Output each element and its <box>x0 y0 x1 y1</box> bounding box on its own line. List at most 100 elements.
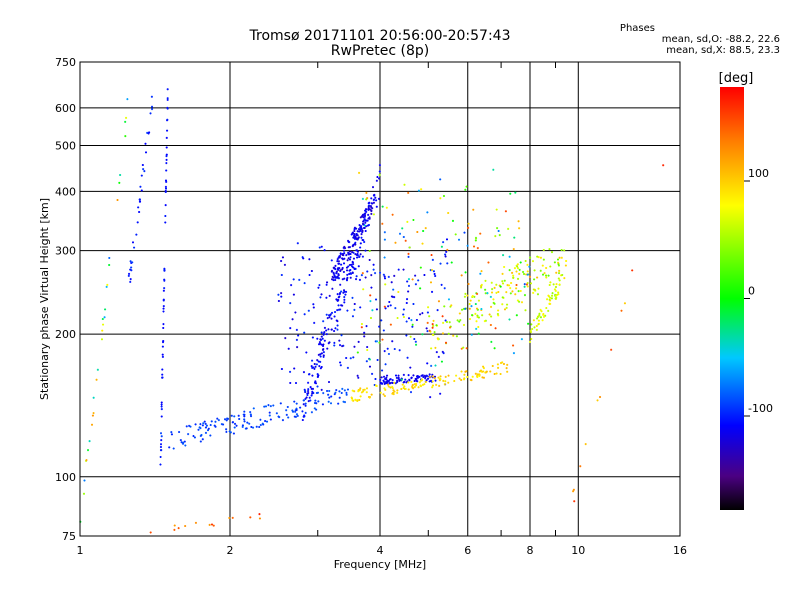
data-point <box>210 420 213 423</box>
data-point <box>353 233 356 236</box>
data-point <box>365 191 368 194</box>
data-point <box>378 325 381 328</box>
data-point <box>378 170 381 173</box>
data-point <box>304 389 307 392</box>
data-point <box>367 202 370 205</box>
data-point <box>410 391 413 394</box>
data-point <box>439 262 442 265</box>
data-point <box>383 394 386 397</box>
data-point <box>317 353 320 356</box>
data-point <box>516 299 519 302</box>
data-point <box>322 354 325 357</box>
data-point <box>383 350 386 353</box>
data-point <box>412 374 415 377</box>
data-point <box>439 378 442 381</box>
data-point <box>279 402 282 405</box>
data-point <box>472 208 475 211</box>
data-point <box>162 310 165 313</box>
data-point <box>474 372 477 375</box>
data-point <box>119 174 122 177</box>
data-point <box>369 208 372 211</box>
data-point <box>357 376 360 379</box>
data-point <box>453 380 456 383</box>
data-point <box>160 408 163 411</box>
data-point <box>361 222 364 225</box>
data-point <box>479 369 482 372</box>
data-point <box>529 256 532 259</box>
data-point <box>237 414 240 417</box>
data-point <box>549 281 552 284</box>
data-point <box>540 310 543 313</box>
data-point <box>565 260 568 263</box>
data-point <box>465 347 468 350</box>
data-point <box>188 424 191 427</box>
data-point <box>322 320 325 323</box>
data-point <box>346 366 349 369</box>
colorbar-tick-label: 0 <box>748 285 755 298</box>
data-point <box>539 269 542 272</box>
data-point <box>220 423 223 426</box>
data-point <box>364 209 367 212</box>
data-point <box>362 288 365 291</box>
data-point <box>229 431 232 434</box>
data-point <box>289 381 292 384</box>
data-point <box>431 333 434 336</box>
data-point <box>441 332 444 335</box>
data-point <box>289 302 292 305</box>
data-point <box>460 274 463 277</box>
data-point <box>431 269 434 272</box>
data-point <box>404 239 407 242</box>
data-point <box>304 397 307 400</box>
data-point <box>473 295 476 298</box>
data-point <box>496 312 499 315</box>
data-point <box>301 410 304 413</box>
data-point <box>87 449 90 452</box>
data-point <box>407 374 410 377</box>
data-point <box>352 232 355 235</box>
data-point <box>446 262 449 265</box>
data-point <box>166 129 169 132</box>
data-point <box>463 373 466 376</box>
data-point <box>161 373 164 376</box>
data-point <box>370 212 373 215</box>
data-point <box>326 281 329 284</box>
data-point <box>330 402 333 405</box>
data-point <box>543 272 546 275</box>
data-point <box>343 249 346 252</box>
data-point <box>364 230 367 233</box>
data-point <box>172 447 175 450</box>
data-point <box>328 316 331 319</box>
data-point <box>411 323 414 326</box>
data-point <box>662 164 665 167</box>
data-point <box>339 361 342 364</box>
data-point <box>292 278 295 281</box>
data-point <box>501 280 504 283</box>
data-point <box>397 376 400 379</box>
data-point <box>313 407 316 410</box>
data-point <box>164 215 167 218</box>
data-point <box>542 258 545 261</box>
data-point <box>163 267 166 270</box>
data-point <box>228 516 231 519</box>
data-point <box>297 334 300 337</box>
data-point <box>408 317 411 320</box>
data-point <box>164 190 167 193</box>
data-point <box>458 377 461 380</box>
data-point <box>199 423 202 426</box>
data-point <box>437 355 440 358</box>
data-point <box>159 463 162 466</box>
data-point <box>320 331 323 334</box>
data-point <box>383 256 386 259</box>
data-point <box>374 378 377 381</box>
data-point <box>512 248 515 251</box>
data-point <box>261 422 264 425</box>
data-point <box>322 332 325 335</box>
data-point <box>212 524 215 527</box>
data-point <box>476 247 479 250</box>
data-point <box>344 247 347 250</box>
data-point <box>510 281 513 284</box>
data-point <box>310 387 313 390</box>
data-point <box>443 287 446 290</box>
data-point <box>359 216 362 219</box>
data-point <box>317 360 320 363</box>
